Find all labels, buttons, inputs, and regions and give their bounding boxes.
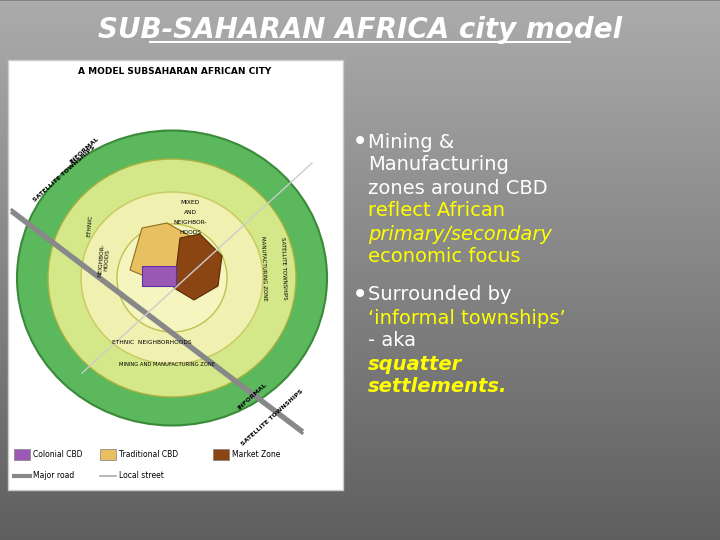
Text: ETHNIC  NEIGHBORHOODS: ETHNIC NEIGHBORHOODS (112, 341, 192, 346)
Text: NEIGHBOR-: NEIGHBOR- (174, 220, 207, 226)
Text: HOODS: HOODS (179, 231, 201, 235)
Polygon shape (130, 223, 192, 283)
Text: A MODEL SUBSAHARAN AFRICAN CITY: A MODEL SUBSAHARAN AFRICAN CITY (78, 68, 271, 77)
Text: zones around CBD: zones around CBD (368, 179, 548, 198)
FancyBboxPatch shape (100, 449, 116, 460)
Text: squatter: squatter (368, 354, 462, 374)
Text: •: • (352, 128, 368, 156)
Text: •: • (352, 281, 368, 309)
Text: INFORMAL: INFORMAL (236, 382, 268, 410)
FancyBboxPatch shape (14, 449, 30, 460)
Text: MIXED: MIXED (181, 200, 199, 206)
Text: ‘informal townships’: ‘informal townships’ (368, 308, 566, 327)
Text: Market Zone: Market Zone (232, 450, 280, 459)
Text: Local street: Local street (119, 471, 164, 481)
Text: economic focus: economic focus (368, 247, 521, 267)
Text: Manufacturing: Manufacturing (368, 156, 509, 174)
Text: Surrounded by: Surrounded by (368, 286, 511, 305)
FancyBboxPatch shape (213, 449, 229, 460)
Text: ETHNIC: ETHNIC (86, 215, 94, 237)
Text: Major road: Major road (33, 471, 74, 481)
Text: SUB-SAHARAN AFRICA city model: SUB-SAHARAN AFRICA city model (98, 16, 622, 44)
Ellipse shape (117, 224, 227, 332)
Text: Traditional CBD: Traditional CBD (119, 450, 178, 459)
Text: Mining &: Mining & (368, 132, 454, 152)
Text: AND: AND (184, 211, 197, 215)
FancyBboxPatch shape (8, 60, 343, 490)
Polygon shape (174, 234, 222, 300)
Text: - aka: - aka (368, 332, 422, 350)
Text: INFORMAL: INFORMAL (68, 136, 99, 164)
Text: SATELLITE TOWNSHIPS: SATELLITE TOWNSHIPS (240, 389, 304, 447)
Ellipse shape (81, 192, 263, 364)
Polygon shape (142, 266, 176, 286)
Text: primary/secondary: primary/secondary (368, 225, 552, 244)
Text: SATELLITE TOWNSHIPS: SATELLITE TOWNSHIPS (280, 237, 287, 300)
Text: NEIGHBOR-
HOODS: NEIGHBOR- HOODS (97, 243, 111, 277)
Text: SATELLITE TOWNSHIPS: SATELLITE TOWNSHIPS (32, 145, 96, 203)
Text: MANUFACTURING ZONE: MANUFACTURING ZONE (261, 235, 268, 300)
Text: MINING AND MANUFACTURING ZONE: MINING AND MANUFACTURING ZONE (119, 362, 215, 368)
Ellipse shape (17, 131, 327, 426)
Text: Colonial CBD: Colonial CBD (33, 450, 83, 459)
Ellipse shape (48, 159, 296, 397)
Text: settlements.: settlements. (368, 377, 508, 396)
Text: reflect African: reflect African (368, 201, 505, 220)
